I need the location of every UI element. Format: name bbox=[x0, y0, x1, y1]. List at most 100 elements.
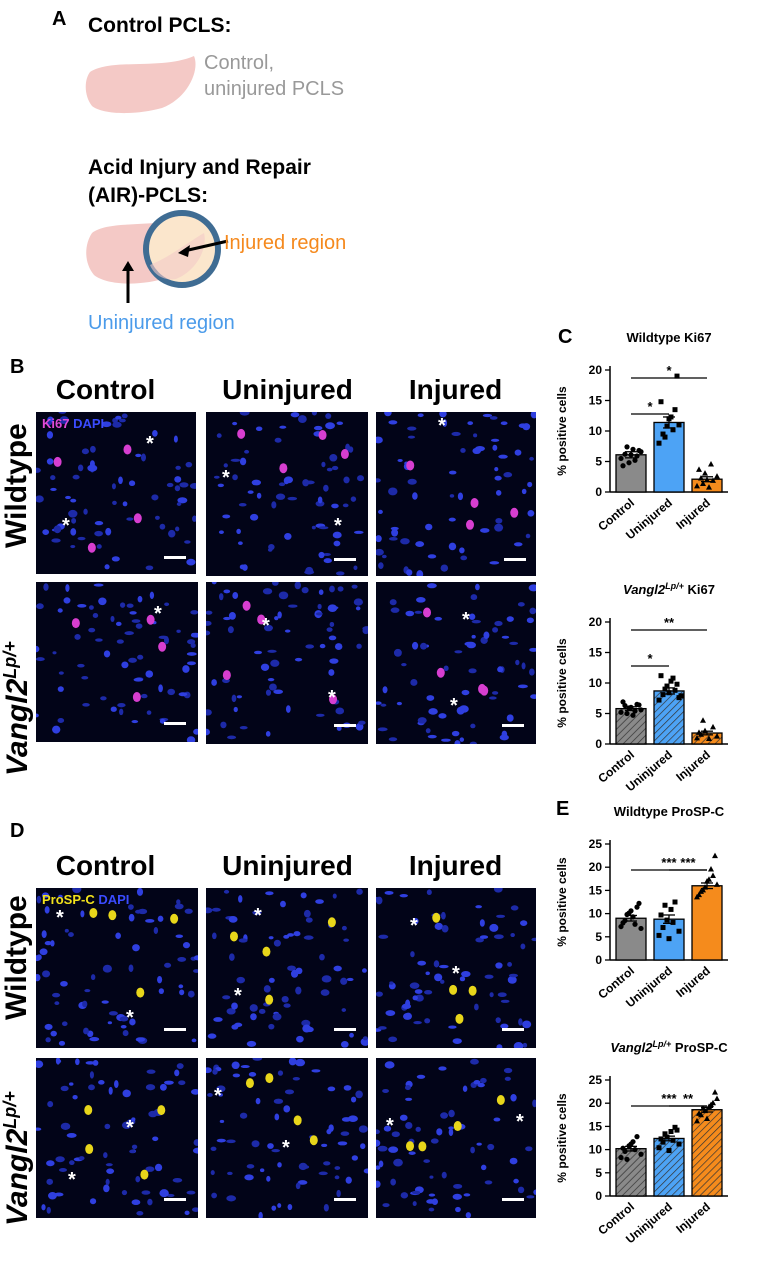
data-point bbox=[674, 681, 680, 687]
data-point bbox=[712, 1089, 718, 1095]
d-micro-legend: ProSP-C DAPI bbox=[42, 892, 129, 907]
data-point bbox=[626, 460, 632, 466]
b-col-uninjured: Uninjured bbox=[222, 374, 353, 405]
data-point bbox=[670, 675, 676, 681]
y-tick-label: 20 bbox=[589, 363, 603, 377]
asterisk-marker: * bbox=[234, 985, 242, 1007]
data-point bbox=[656, 1145, 662, 1151]
prospc-legend: ProSP-C bbox=[42, 892, 95, 907]
data-point bbox=[662, 686, 668, 692]
y-tick-label: 15 bbox=[589, 883, 603, 897]
asterisk-marker: * bbox=[262, 615, 270, 637]
data-point bbox=[632, 921, 638, 927]
dapi-legend: DAPI bbox=[98, 892, 130, 907]
b-row-wildtype: Wildtype bbox=[0, 423, 33, 548]
wildtype-prospc-chart: Wildtype ProSP-C % positive cells 0 5 10 15 20… bbox=[555, 804, 728, 1010]
vangl-ki67-chart: Vangl2Lp/+ Ki67% positive cells05101520C… bbox=[555, 581, 728, 794]
data-point bbox=[660, 692, 666, 698]
y-tick-label: 0 bbox=[595, 953, 602, 967]
data-point bbox=[708, 460, 714, 467]
significance-label: ** bbox=[664, 615, 675, 630]
data-point bbox=[672, 407, 678, 413]
data-point bbox=[658, 399, 664, 405]
data-point bbox=[620, 1145, 626, 1151]
d-micro-wt-injured: * * bbox=[376, 888, 536, 1048]
data-point bbox=[656, 440, 662, 446]
b-row-vangl-sup: Lp/+ bbox=[0, 641, 20, 679]
chart-title: Wildtype ProSP-C bbox=[614, 804, 725, 819]
data-point bbox=[708, 1101, 714, 1108]
scale-bar bbox=[502, 724, 524, 727]
asterisk-marker: * bbox=[386, 1115, 394, 1137]
dapi-nuclei-layer bbox=[206, 582, 368, 740]
y-tick-label: 15 bbox=[589, 646, 603, 660]
data-point bbox=[704, 1115, 710, 1122]
data-point bbox=[624, 911, 630, 918]
data-point bbox=[672, 687, 678, 693]
chart-title-prefix: Vangl2 bbox=[623, 582, 666, 597]
data-point bbox=[662, 1131, 668, 1137]
x-tick-label: Injured bbox=[673, 748, 713, 784]
dapi-nuclei-layer bbox=[376, 1058, 536, 1218]
d-col-control: Control bbox=[55, 850, 156, 881]
data-point bbox=[638, 1151, 644, 1157]
vangl-prospc-chart: Vangl2Lp/+ ProSP-C % positive cells 0 5 10 15… bbox=[555, 1039, 728, 1246]
d-col-uninjured: Uninjured bbox=[222, 850, 353, 881]
scale-bar bbox=[334, 558, 356, 561]
asterisk-marker: * bbox=[68, 1169, 76, 1191]
panel-letter-d: D bbox=[10, 820, 25, 842]
data-point bbox=[664, 917, 670, 923]
data-point bbox=[670, 919, 676, 925]
y-tick-label: 5 bbox=[595, 1166, 602, 1180]
b-row-vangl: Vangl2Lp/+ bbox=[0, 641, 35, 776]
scale-bar bbox=[334, 1028, 356, 1031]
asterisk-marker: * bbox=[254, 905, 262, 927]
asterisk-marker: * bbox=[462, 609, 470, 631]
data-point bbox=[666, 416, 672, 422]
asterisk-marker: * bbox=[146, 433, 154, 455]
x-tick-label: Injured bbox=[673, 1200, 713, 1236]
data-point bbox=[664, 683, 670, 689]
y-tick-label: 5 bbox=[595, 707, 602, 721]
data-point bbox=[632, 1147, 638, 1153]
asterisk-marker: * bbox=[438, 415, 446, 437]
data-point bbox=[710, 872, 716, 879]
data-point bbox=[714, 733, 720, 739]
scale-bar bbox=[164, 1028, 186, 1031]
scale-bar bbox=[502, 1198, 524, 1201]
data-point bbox=[620, 920, 626, 926]
data-point bbox=[696, 466, 702, 472]
asterisk-marker: * bbox=[126, 1117, 134, 1139]
data-point bbox=[634, 453, 640, 459]
asterisk-marker: * bbox=[222, 467, 230, 489]
data-point bbox=[696, 891, 702, 898]
asterisk-marker: * bbox=[282, 1137, 290, 1159]
data-point bbox=[676, 1141, 682, 1147]
x-tick-label: Injured bbox=[673, 964, 713, 1000]
wildtype-ki67-chart: Wildtype Ki67% positive cells05101520Con… bbox=[555, 330, 728, 542]
asterisk-marker: * bbox=[56, 907, 64, 929]
asterisk-marker: * bbox=[334, 515, 342, 537]
b-micro-legend: Ki67 DAPI bbox=[42, 416, 104, 431]
dapi-nuclei-layer bbox=[206, 1058, 368, 1218]
significance-label: *** bbox=[661, 1091, 677, 1106]
chart-title-sup: Lp/+ bbox=[665, 581, 684, 591]
data-point bbox=[694, 482, 700, 489]
y-axis-label: % positive cells bbox=[555, 1093, 569, 1183]
control-pcls-heading: Control PCLS: bbox=[88, 14, 232, 37]
data-point bbox=[620, 463, 626, 469]
data-point bbox=[618, 1154, 624, 1161]
d-micro-vangl-injured: * * bbox=[376, 1058, 536, 1218]
data-point bbox=[628, 452, 634, 458]
data-point bbox=[656, 932, 662, 938]
data-point bbox=[624, 710, 630, 717]
data-point bbox=[624, 444, 630, 450]
panel-letter-a: A bbox=[52, 8, 67, 30]
dapi-nuclei-layer bbox=[36, 888, 198, 1046]
b-micro-wt-injured: * bbox=[376, 412, 536, 576]
control-label-line1: Control, bbox=[204, 52, 275, 74]
data-point bbox=[674, 1127, 680, 1133]
data-point bbox=[702, 727, 708, 734]
y-tick-label: 10 bbox=[589, 1143, 603, 1157]
data-point bbox=[676, 928, 682, 934]
